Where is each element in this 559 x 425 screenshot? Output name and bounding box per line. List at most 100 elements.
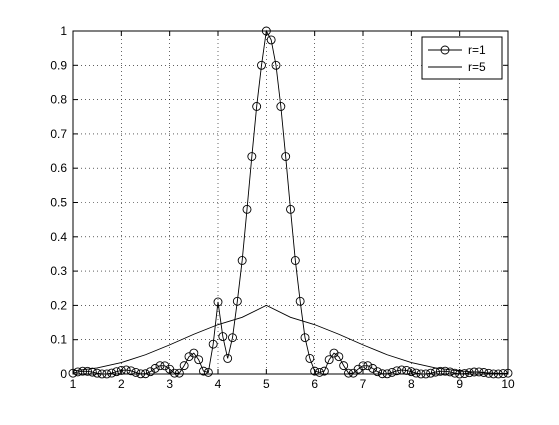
y-tick-label: 0.9 — [50, 58, 67, 72]
y-tick-label: 0 — [60, 367, 67, 381]
data-point — [290, 256, 300, 265]
data-point — [237, 256, 247, 265]
series-line — [72, 304, 509, 375]
data-point — [416, 369, 426, 379]
data-point — [145, 367, 155, 377]
data-point — [73, 367, 83, 377]
axis-ticks: 1 2 3 4 5 6 7 8 9 10 0 0.1 0.2 0.3 0.4 0.5 0.6 0.7 0.8 0.9 1 — [50, 24, 515, 391]
data-point — [426, 368, 436, 378]
series-layer — [68, 26, 513, 379]
data-point — [489, 369, 498, 379]
data-point — [218, 332, 228, 341]
series-r-1 — [68, 26, 513, 379]
x-tick-label: 9 — [456, 377, 463, 391]
y-tick-label: 0.5 — [50, 196, 67, 210]
data-point — [493, 369, 503, 379]
data-point — [377, 369, 387, 379]
y-tick-label: 0.3 — [50, 264, 67, 278]
data-point — [406, 367, 416, 377]
data-point — [310, 366, 320, 376]
data-point — [136, 369, 146, 379]
data-point — [179, 361, 189, 371]
data-point — [160, 361, 170, 371]
data-point — [257, 60, 266, 70]
data-point — [392, 366, 402, 376]
data-point — [464, 368, 474, 378]
data-point — [102, 369, 112, 379]
data-point — [334, 352, 344, 362]
data-point — [121, 365, 131, 375]
y-tick-label: 1 — [60, 24, 67, 38]
data-point — [242, 204, 252, 214]
data-point — [199, 366, 208, 376]
data-point — [315, 367, 324, 377]
data-point — [295, 296, 305, 306]
data-point — [281, 152, 291, 161]
data-point — [131, 367, 141, 377]
data-point — [382, 369, 392, 379]
series-line — [72, 29, 509, 375]
data-point — [271, 60, 281, 70]
grid — [73, 31, 508, 374]
y-tick-label: 0.7 — [50, 127, 67, 141]
x-tick-label: 10 — [501, 377, 515, 391]
data-point — [150, 363, 160, 373]
data-point — [174, 368, 184, 378]
data-point — [358, 361, 368, 371]
data-point — [141, 369, 150, 379]
data-point — [78, 366, 88, 376]
data-point — [247, 152, 257, 161]
y-tick-label: 0.2 — [50, 298, 67, 312]
x-tick-label: 1 — [70, 377, 77, 391]
data-point — [213, 297, 223, 307]
data-point — [112, 367, 121, 377]
data-point — [300, 333, 310, 343]
data-point — [339, 361, 349, 371]
legend: r=1r=5 — [421, 36, 503, 80]
x-tick-label: 6 — [311, 377, 318, 391]
data-point — [107, 368, 117, 378]
data-point — [97, 369, 107, 379]
data-point — [276, 102, 286, 111]
y-tick-label: 0.6 — [50, 161, 67, 175]
data-point — [203, 367, 213, 377]
data-point — [305, 353, 315, 363]
data-point — [440, 366, 450, 376]
data-point — [170, 368, 179, 378]
x-tick-label: 2 — [118, 377, 125, 391]
data-point — [155, 361, 165, 371]
data-point — [402, 365, 411, 375]
data-point — [194, 355, 204, 365]
legend-box — [421, 36, 503, 80]
data-point — [324, 355, 334, 365]
data-point — [116, 365, 126, 375]
x-tick-label: 5 — [263, 377, 270, 391]
data-point — [286, 204, 295, 214]
data-point — [252, 102, 262, 111]
data-point — [435, 366, 445, 376]
data-point — [450, 368, 460, 378]
y-tick-label: 0.1 — [50, 333, 67, 347]
data-point — [189, 348, 199, 358]
data-point — [344, 368, 353, 378]
data-point — [92, 368, 102, 378]
data-point — [421, 369, 431, 379]
x-tick-label: 3 — [166, 377, 173, 391]
legend-label: r=1 — [468, 43, 486, 57]
data-point — [387, 367, 397, 377]
data-point — [455, 369, 465, 379]
data-point — [397, 365, 407, 375]
data-point — [353, 364, 363, 374]
x-tick-label: 7 — [360, 377, 367, 391]
data-point — [411, 368, 421, 378]
data-point — [368, 363, 378, 373]
series-r-5 — [72, 304, 509, 375]
data-point — [68, 368, 78, 378]
data-point — [126, 366, 136, 376]
data-point — [319, 366, 329, 376]
x-tick-label: 8 — [408, 377, 415, 391]
y-tick-label: 0.8 — [50, 93, 67, 107]
data-point — [363, 361, 373, 371]
